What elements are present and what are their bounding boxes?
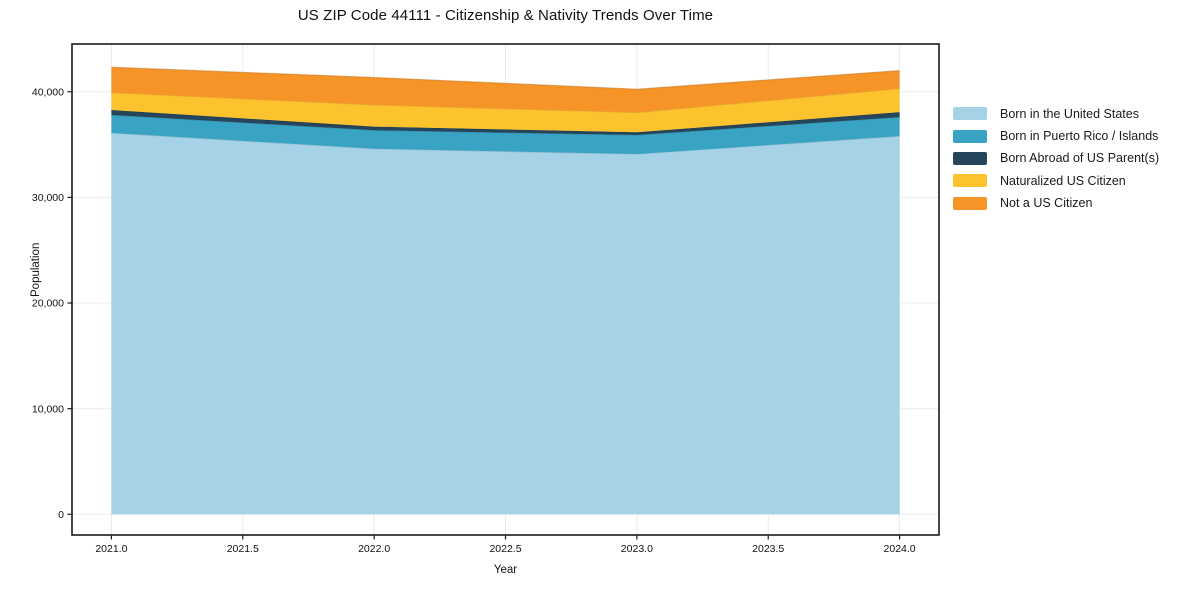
legend-item-born-abroad-of-us-parent-s: Born Abroad of US Parent(s) <box>953 151 1160 166</box>
area-born-in-the-united-states <box>111 132 900 515</box>
y-axis-label: Population <box>30 242 43 297</box>
y-tick-label: 30,000 <box>32 192 64 204</box>
legend-item-not-a-us-citizen: Not a US Citizen <box>953 196 1159 211</box>
y-tick-label: 20,000 <box>32 298 64 310</box>
x-tick-label: 2021.0 <box>95 543 127 555</box>
legend-label: Born Abroad of US Parent(s) <box>1000 151 1160 166</box>
legend-swatch-born-in-puerto-rico-islands <box>953 129 987 143</box>
x-axis-label: Year <box>493 564 518 576</box>
x-tick-label: 2022.0 <box>358 543 390 555</box>
y-tick-label: 10,000 <box>32 403 64 415</box>
legend-label: Naturalized US Citizen <box>1000 173 1126 188</box>
legend: Born in the United States Born in Puerto … <box>953 107 1159 210</box>
chart-title: US ZIP Code 44111 - Citizenship & Nativi… <box>297 7 714 24</box>
x-tick-label: 2024.0 <box>884 543 916 555</box>
legend-swatch-born-abroad-of-us-parent-s <box>953 151 987 165</box>
x-tick-label: 2023.0 <box>621 543 653 555</box>
legend-swatch-not-a-us-citizen <box>953 196 987 210</box>
legend-item-naturalized-us-citizen: Naturalized US Citizen <box>953 173 1159 188</box>
x-tick-label: 2021.5 <box>227 543 259 555</box>
y-tick-label: 40,000 <box>32 86 64 98</box>
area-naturalized-us-citizen <box>111 88 900 133</box>
area-born-in-puerto-rico-islands <box>111 114 900 155</box>
legend-item-born-in-puerto-rico-islands: Born in Puerto Rico / Islands <box>953 129 1159 144</box>
legend-label: Not a US Citizen <box>1000 196 1093 211</box>
legend-swatch-born-in-the-united-states <box>953 107 987 121</box>
x-tick-label: 2022.5 <box>489 543 521 555</box>
legend-label: Born in Puerto Rico / Islands <box>1000 129 1159 144</box>
legend-swatch-naturalized-us-citizen <box>953 174 987 188</box>
y-tick-label: 0 <box>58 509 64 521</box>
area-born-abroad-of-us-parent-s <box>111 110 900 136</box>
area-not-a-us-citizen <box>111 67 900 113</box>
area-top-edge <box>111 66 900 90</box>
x-tick-label: 2023.5 <box>752 543 784 555</box>
legend-item-born-in-the-united-states: Born in the United States <box>953 106 1159 121</box>
legend-label: Born in the United States <box>1000 106 1139 121</box>
